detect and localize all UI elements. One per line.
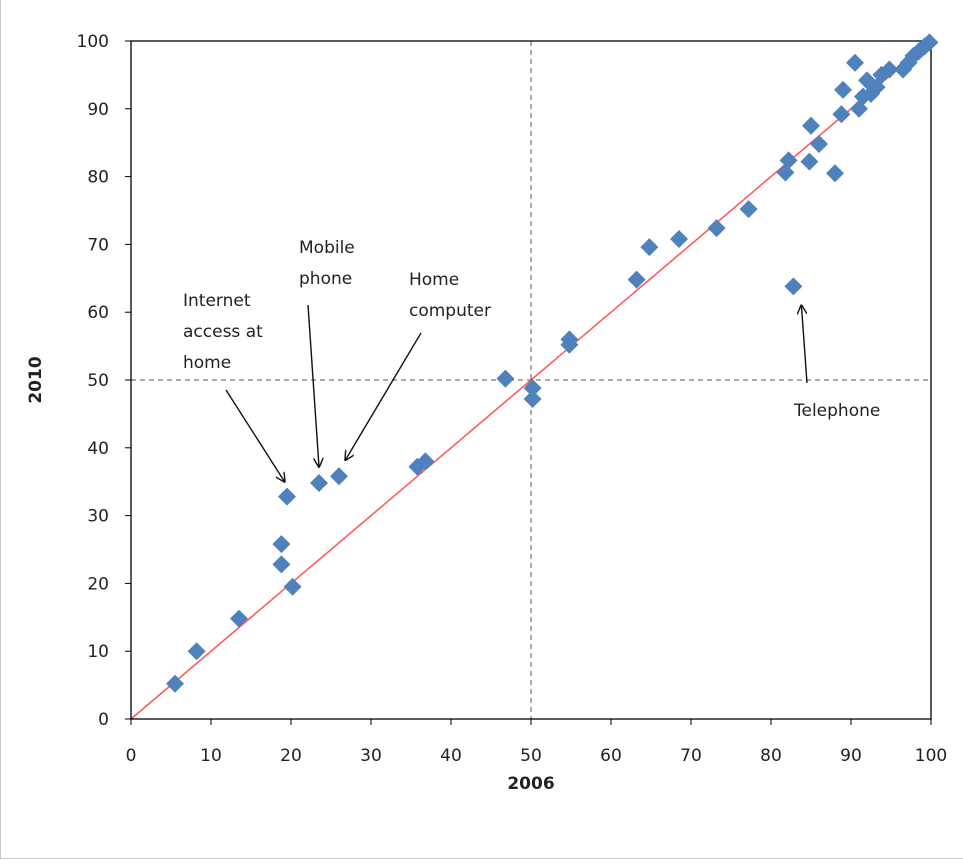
y-tick-label: 40: [87, 439, 109, 459]
y-axis-title: 2010: [26, 356, 46, 403]
y-tick-label: 20: [87, 574, 109, 594]
data-point: [802, 116, 820, 135]
x-tick-label: 50: [520, 746, 542, 766]
data-point: [800, 152, 819, 171]
data-point: [707, 219, 726, 238]
annotation-label: Telephone: [793, 401, 880, 421]
annotation-label: computer: [409, 301, 491, 321]
annotation: Home computer: [345, 270, 491, 460]
annotation-arrow: [225, 389, 285, 482]
data-point: [640, 238, 659, 257]
data-point: [784, 277, 803, 296]
x-tick-label: 100: [915, 746, 947, 766]
data-point: [846, 53, 864, 72]
annotation-label: access at: [183, 322, 263, 342]
annotations: Internet access at home Mobile phone Home comp…: [183, 238, 880, 482]
tick-labels: 0 10 20 30 40 50 60 70 80 90 100 0 10 20 30 40 50 60 70 80 9…: [77, 32, 948, 766]
y-tick-label: 0: [98, 710, 109, 730]
plot-area: [125, 40, 932, 725]
x-tick-label: 90: [840, 746, 862, 766]
data-point: [310, 474, 328, 493]
data-point: [523, 379, 542, 398]
annotation-label: Mobile: [299, 238, 355, 258]
x-tick-label: 40: [440, 746, 462, 766]
annotation-label: Internet: [183, 291, 251, 311]
data-point: [776, 163, 795, 182]
y-tick-label: 60: [87, 303, 109, 323]
data-point: [560, 330, 579, 349]
reference-lines: [130, 40, 932, 720]
y-tick-label: 10: [87, 642, 109, 662]
x-tick-label: 70: [680, 746, 702, 766]
x-tick-label: 80: [760, 746, 782, 766]
data-point: [920, 33, 939, 52]
x-tick-label: 30: [360, 746, 382, 766]
y-tick-label: 30: [87, 507, 109, 527]
x-axis-title: 2006: [507, 774, 554, 794]
data-point: [416, 452, 435, 471]
data-point: [832, 105, 851, 124]
x-tick-label: 60: [600, 746, 622, 766]
y-tick-label: 50: [87, 371, 109, 391]
annotation-label: home: [183, 353, 231, 373]
x-tick-label: 20: [280, 746, 302, 766]
annotation-label: phone: [299, 269, 352, 289]
annotation-arrow: [801, 305, 808, 384]
data-points: [166, 33, 939, 693]
data-point: [826, 164, 844, 183]
data-point: [834, 80, 852, 99]
data-point: [330, 467, 348, 486]
y-tick-label: 70: [87, 235, 109, 255]
data-point: [810, 135, 828, 154]
y-tick-label: 90: [87, 100, 109, 120]
data-point: [523, 389, 542, 408]
annotation-arrow: [345, 332, 422, 460]
data-point: [272, 535, 291, 554]
x-tick-label: 10: [200, 746, 222, 766]
annotation-label: Home: [409, 270, 459, 290]
annotation: Telephone: [793, 305, 880, 421]
y-tick-label: 80: [87, 168, 109, 188]
y-tick-label: 100: [77, 32, 109, 52]
data-point: [187, 642, 206, 661]
data-point: [278, 487, 296, 506]
data-point: [496, 369, 515, 388]
annotation: Internet access at home: [183, 291, 285, 482]
annotation: Mobile phone: [299, 238, 355, 467]
data-point: [779, 151, 798, 170]
data-point: [739, 200, 758, 219]
data-point: [880, 60, 899, 79]
data-point: [166, 674, 184, 693]
x-tick-label: 0: [126, 746, 137, 766]
data-point: [272, 555, 291, 574]
data-point: [230, 609, 248, 628]
data-point: [670, 229, 688, 248]
data-point: [283, 577, 302, 596]
data-point: [894, 60, 912, 79]
data-point: [627, 270, 646, 289]
annotation-arrow: [307, 304, 319, 467]
